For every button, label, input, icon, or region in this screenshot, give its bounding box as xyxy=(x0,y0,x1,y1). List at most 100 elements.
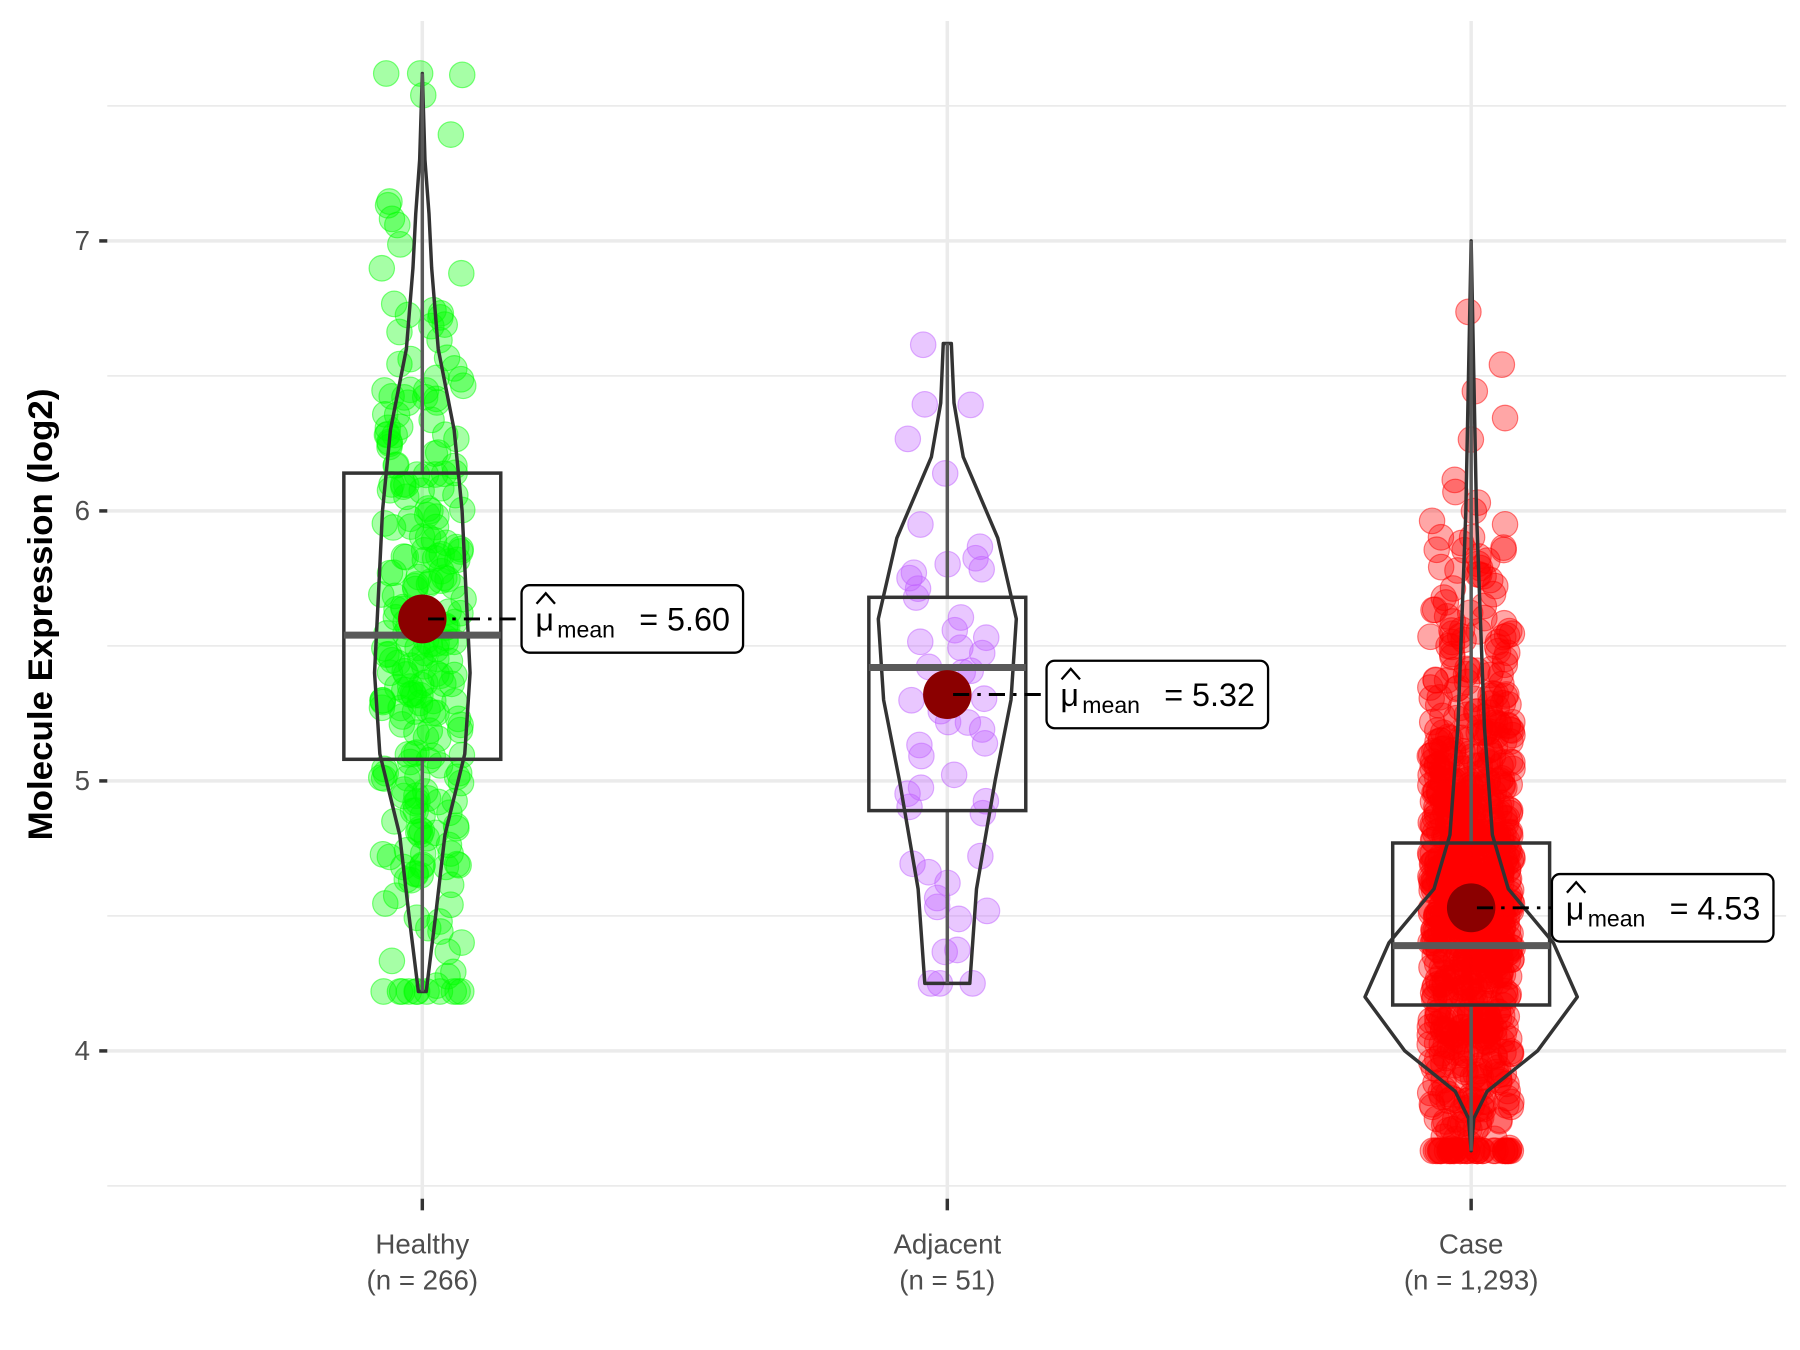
data-point xyxy=(1451,1137,1479,1165)
data-point xyxy=(448,929,475,956)
hat-icon xyxy=(535,591,556,605)
data-point xyxy=(904,575,932,603)
mean-label-mu: μ xyxy=(1060,677,1079,713)
data-point xyxy=(413,824,441,852)
mean-label-value: = 4.53 xyxy=(1670,890,1761,926)
data-point xyxy=(906,731,933,759)
data-point xyxy=(388,978,416,1005)
data-point xyxy=(1478,655,1505,683)
data-point xyxy=(428,474,455,502)
data-point xyxy=(417,568,444,596)
mean-label-box xyxy=(520,583,745,654)
data-point xyxy=(446,716,474,744)
data-point xyxy=(1423,1105,1451,1133)
data-point xyxy=(931,460,959,487)
data-point xyxy=(1498,620,1526,648)
data-point xyxy=(384,673,411,701)
data-point xyxy=(1432,589,1460,616)
data-point xyxy=(376,188,403,215)
data-point xyxy=(384,649,411,677)
hat-icon xyxy=(1566,880,1587,894)
data-point xyxy=(1443,675,1470,703)
data-point xyxy=(437,891,464,919)
data-point xyxy=(1425,778,1453,806)
data-point xyxy=(1421,737,1448,765)
data-point xyxy=(1417,674,1444,701)
mean-point xyxy=(398,594,447,644)
data-point xyxy=(387,694,414,722)
data-point xyxy=(1418,507,1446,535)
grid-lines xyxy=(107,20,1787,1199)
data-point xyxy=(414,696,441,724)
mean-label-box xyxy=(1550,872,1775,943)
data-point xyxy=(973,897,1001,925)
data-point xyxy=(1466,1052,1493,1079)
group-case: μ mean = 4.53 xyxy=(1363,239,1775,1165)
data-point xyxy=(1427,523,1455,551)
group-healthy: μ mean = 5.60 xyxy=(342,60,745,1005)
box xyxy=(342,471,503,762)
data-point xyxy=(438,670,465,698)
data-point xyxy=(443,814,470,842)
data-point xyxy=(447,365,475,393)
data-point xyxy=(1442,478,1469,506)
x-tick-label: Healthy xyxy=(375,1228,469,1259)
data-point xyxy=(390,782,418,810)
data-point xyxy=(1420,927,1448,955)
data-point xyxy=(1491,510,1519,538)
data-point xyxy=(1463,698,1491,725)
data-point xyxy=(406,60,434,87)
data-point xyxy=(1433,602,1461,630)
data-point xyxy=(896,793,923,821)
data-point xyxy=(1420,596,1447,624)
data-point xyxy=(1467,1064,1495,1091)
y-tick-label: 6 xyxy=(75,495,90,526)
data-point xyxy=(972,624,1000,652)
data-point xyxy=(923,893,951,921)
data-point xyxy=(1474,962,1502,990)
data-point xyxy=(378,947,406,975)
data-point xyxy=(1439,575,1467,602)
data-point xyxy=(411,383,439,411)
y-tick-label: 4 xyxy=(75,1035,90,1066)
data-point xyxy=(416,717,444,745)
data-point xyxy=(1431,974,1458,1001)
data-point xyxy=(894,425,922,453)
data-point xyxy=(970,685,998,713)
data-point xyxy=(1493,681,1520,708)
data-point xyxy=(434,962,461,990)
data-point xyxy=(1497,1040,1524,1068)
y-tick-label: 7 xyxy=(75,225,90,256)
data-point xyxy=(907,628,934,656)
data-point xyxy=(1466,1012,1493,1040)
data-point xyxy=(371,510,399,537)
mean-label-value: = 5.32 xyxy=(1164,677,1255,713)
groups: μ mean = 5.60μ mean = 5.32μ mean = 4.53 xyxy=(342,60,1775,1165)
data-point xyxy=(1482,1137,1509,1165)
data-point xyxy=(1427,553,1455,581)
mean-label-subscript: mean xyxy=(557,616,615,642)
data-point xyxy=(1423,764,1451,792)
data-point xyxy=(1490,536,1517,564)
data-point xyxy=(900,559,928,587)
data-point xyxy=(408,523,436,550)
data-point xyxy=(1486,948,1513,976)
mean-label-subscript: mean xyxy=(1082,692,1140,718)
data-point xyxy=(1432,982,1460,1009)
data-point xyxy=(1493,908,1520,936)
data-point xyxy=(448,259,475,287)
data-point xyxy=(1441,1137,1468,1165)
data-point xyxy=(369,688,397,716)
data-point xyxy=(368,254,396,282)
data-point xyxy=(923,884,951,912)
data-point xyxy=(957,391,984,419)
data-point xyxy=(393,836,421,864)
mean-label-subscript: mean xyxy=(1588,905,1646,931)
mean-label-box xyxy=(1045,659,1270,730)
data-point xyxy=(417,497,444,525)
data-point xyxy=(382,882,410,910)
x-axis: Healthy (n = 266) Adjacent (n = 51) Case (n =… xyxy=(367,1198,1538,1296)
data-point xyxy=(428,557,455,585)
data-point xyxy=(1498,1088,1525,1116)
